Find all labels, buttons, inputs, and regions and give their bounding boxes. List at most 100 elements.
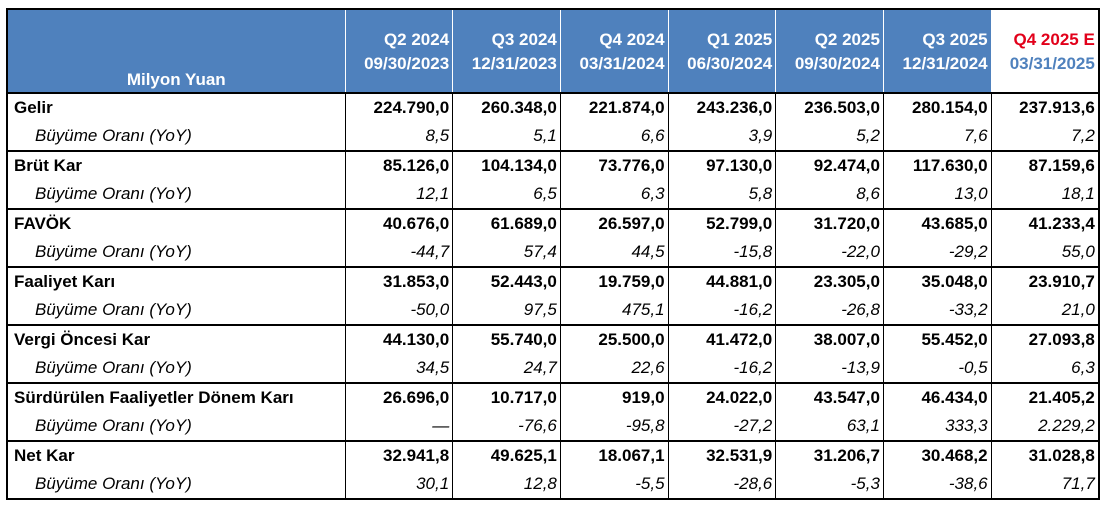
metric-value-cell: 97.130,0 [667,150,777,180]
growth-value-cell: 2.229,2 [990,412,1100,441]
metric-value-cell: 44.130,0 [344,324,454,354]
growth-label: Büyüme Oranı (YoY) [6,296,346,325]
metric-value-cell: 31.720,0 [775,208,884,238]
growth-value-cell: 475,1 [559,296,669,325]
growth-value-cell: 6,5 [452,180,561,209]
growth-row: Büyüme Oranı (YoY) 12,1 6,5 6,3 5,8 8,6 13,0 18… [6,180,1100,209]
growth-value-cell: 3,9 [667,122,777,151]
growth-value-cell: -95,8 [559,412,669,441]
growth-value-cell: 44,5 [559,238,669,267]
metric-value-cell: 49.625,1 [452,440,561,470]
growth-value-cell: -27,2 [667,412,777,441]
metric-value-cell: 221.874,0 [559,92,669,122]
growth-row: Büyüme Oranı (YoY) 8,5 5,1 6,6 3,9 5,2 7,6 7,2 [6,122,1100,151]
metric-value-cell: 52.799,0 [667,208,777,238]
metric-value-cell: 260.348,0 [452,92,561,122]
quarter-header: Q4 2024 [559,8,669,52]
metric-value-cell: 35.048,0 [882,266,992,296]
growth-label: Büyüme Oranı (YoY) [6,354,346,383]
metric-value-cell: 55.740,0 [452,324,561,354]
quarter-header: Q2 2025 [775,8,884,52]
metric-row: FAVÖK 40.676,0 61.689,0 26.597,0 52.799,0 31.… [6,208,1100,238]
growth-value-cell: -16,2 [667,354,777,383]
date-header: 12/31/2023 [452,52,561,93]
growth-value-cell: 97,5 [452,296,561,325]
growth-value-cell: 55,0 [990,238,1100,267]
metric-value-cell: 31.206,7 [775,440,884,470]
growth-value-cell: 7,2 [990,122,1100,151]
metric-value-cell: 919,0 [559,382,669,412]
metric-value-cell: 43.685,0 [882,208,992,238]
estimate-quarter-header: Q4 2025 E [990,8,1100,52]
growth-label: Büyüme Oranı (YoY) [6,470,346,500]
growth-value-cell: -16,2 [667,296,777,325]
growth-row: Büyüme Oranı (YoY) 30,1 12,8 -5,5 -28,6 -5,3-… [6,470,1100,500]
growth-value-cell: 18,1 [990,180,1100,209]
metric-value-cell: 32.531,9 [667,440,777,470]
quarter-header: Q3 2025 [882,8,992,52]
metric-value-cell: 26.597,0 [559,208,669,238]
growth-value-cell: -76,6 [452,412,561,441]
metric-value-cell: 31.853,0 [344,266,454,296]
metric-label: Gelir [6,92,346,122]
growth-value-cell: 8,6 [775,180,884,209]
growth-value-cell: 5,1 [452,122,561,151]
metric-label: Faaliyet Karı [6,266,346,296]
metric-value-cell: 104.134,0 [452,150,561,180]
growth-label: Büyüme Oranı (YoY) [6,122,346,151]
growth-value-cell: 34,5 [344,354,454,383]
metric-row: Sürdürülen Faaliyetler Dönem Karı 26.696,… [6,382,1100,412]
metric-label: Brüt Kar [6,150,346,180]
growth-value-cell: 63,1 [775,412,884,441]
growth-label: Büyüme Oranı (YoY) [6,238,346,267]
metric-value-cell: 243.236,0 [667,92,777,122]
metric-value-cell: 46.434,0 [882,382,992,412]
metric-value-cell: 40.676,0 [344,208,454,238]
metric-value-cell: 117.630,0 [882,150,992,180]
growth-value-cell: -5,3 [775,470,884,500]
growth-value-cell: -26,8 [775,296,884,325]
growth-value-cell: 6,3 [990,354,1100,383]
growth-value-cell: -28,6 [667,470,777,500]
metric-row: Brüt Kar 85.126,0 104.134,0 73.776,0 97.130,… [6,150,1100,180]
metric-row: Faaliyet Karı 31.853,0 52.443,0 19.759,0 44.… [6,266,1100,296]
metric-value-cell: 224.790,0 [344,92,454,122]
table-header: Milyon Yuan Q2 2024 Q3 2024 Q4 2024 Q1 2… [6,8,1100,93]
date-header: 03/31/2024 [559,52,669,93]
quarter-header: Q3 2024 [452,8,561,52]
growth-value-cell: 333,3 [882,412,992,441]
metric-value-cell: 31.028,8 [990,440,1100,470]
growth-value-cell: -5,5 [559,470,669,500]
metric-row: Gelir 224.790,0 260.348,0 221.874,0 243.236,… [6,92,1100,122]
growth-value-cell: -22,0 [775,238,884,267]
growth-value-cell: 12,8 [452,470,561,500]
growth-value-cell: 5,2 [775,122,884,151]
growth-value-cell: -38,6 [882,470,992,500]
growth-value-cell: — [344,412,454,441]
growth-row: Büyüme Oranı (YoY) -50,0 97,5 475,1 -16,2 -26… [6,296,1100,325]
metric-label: Net Kar [6,440,346,470]
growth-value-cell: 7,6 [882,122,992,151]
growth-value-cell: 57,4 [452,238,561,267]
growth-label: Büyüme Oranı (YoY) [6,180,346,209]
financial-table: Milyon Yuan Q2 2024 Q3 2024 Q4 2024 Q1 2… [6,8,1100,500]
metric-value-cell: 41.233,4 [990,208,1100,238]
metric-value-cell: 32.941,8 [344,440,454,470]
metric-row: Vergi Öncesi Kar 44.130,0 55.740,0 25.500,0… [6,324,1100,354]
growth-label: Büyüme Oranı (YoY) [6,412,346,441]
metric-value-cell: 236.503,0 [775,92,884,122]
metric-value-cell: 61.689,0 [452,208,561,238]
date-header: 06/30/2024 [667,52,777,93]
quarter-header: Q1 2025 [667,8,777,52]
metric-value-cell: 43.547,0 [775,382,884,412]
metric-value-cell: 23.305,0 [775,266,884,296]
growth-value-cell: 24,7 [452,354,561,383]
date-header: 09/30/2024 [775,52,884,93]
growth-value-cell: 22,6 [559,354,669,383]
metric-value-cell: 52.443,0 [452,266,561,296]
metric-value-cell: 280.154,0 [882,92,992,122]
growth-value-cell: -0,5 [882,354,992,383]
metric-value-cell: 237.913,6 [990,92,1100,122]
metric-label: Vergi Öncesi Kar [6,324,346,354]
financial-table-container: Milyon Yuan Q2 2024 Q3 2024 Q4 2024 Q1 2… [6,8,1100,500]
